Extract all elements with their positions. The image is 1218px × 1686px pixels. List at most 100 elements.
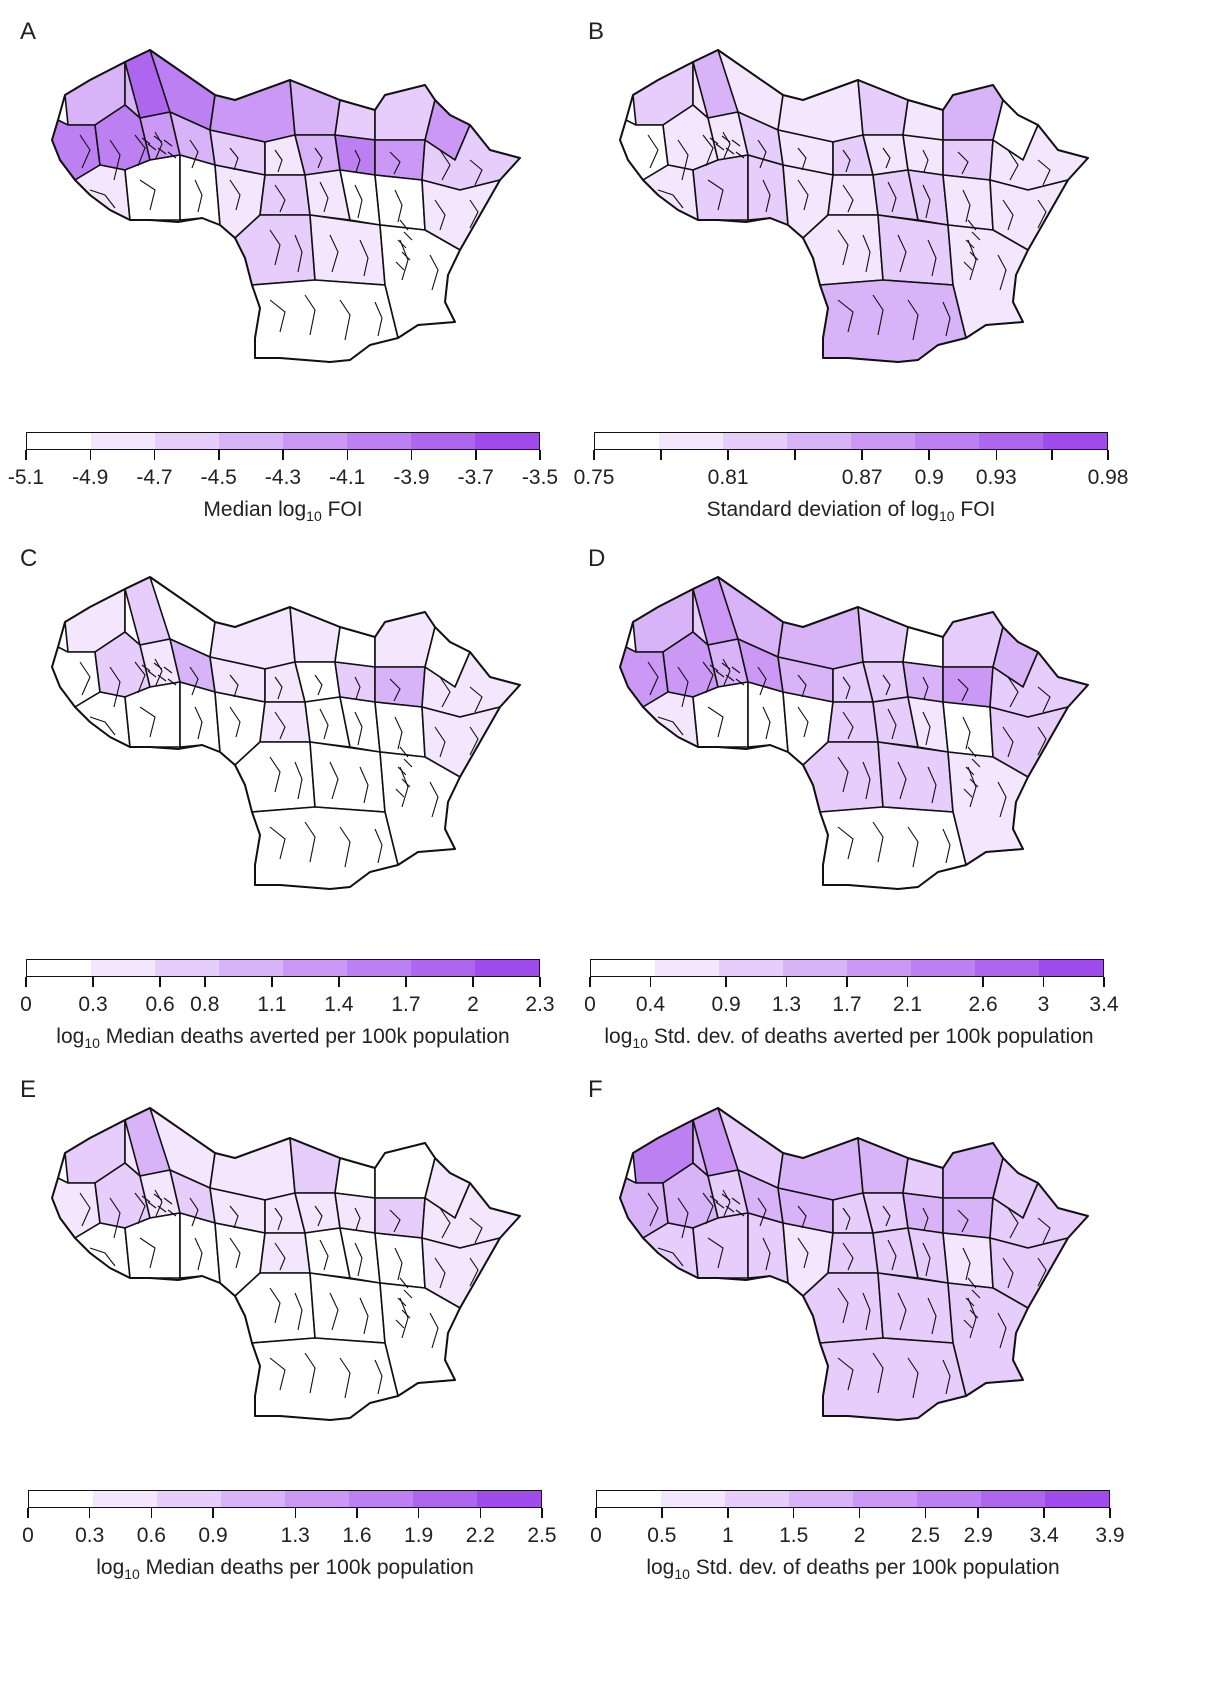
legend-tick-label: 2 (853, 1524, 866, 1547)
subdivision-border (1037, 726, 1047, 756)
subdivision-border (731, 1197, 741, 1205)
choropleth-map (619, 49, 1089, 363)
panel-d: D 0 0.4 0.9 1.3 1.7 2.1 2.6 3 3.4 log10 Std. dev… (568, 527, 1168, 1087)
subdivision-border (962, 1247, 971, 1281)
subdivision-border (647, 1192, 659, 1227)
map-region (334, 134, 376, 176)
subdivision-border (395, 1319, 405, 1329)
map-region (251, 806, 399, 890)
subdivision-border (862, 234, 871, 273)
subdivision-border (997, 1312, 1007, 1349)
map-region (259, 1232, 311, 1274)
legend-tick-label: -3.9 (393, 466, 430, 489)
subdivision-border (725, 1205, 735, 1213)
subdivision-border (837, 756, 849, 793)
legend-swatch (783, 960, 847, 976)
legend-tick (212, 1508, 214, 1518)
subdivision-border (399, 766, 409, 808)
map-region (259, 701, 311, 743)
legend-tick-label: 1.4 (324, 993, 354, 1016)
legend-title: log10 Std. dev. of deaths averted per 10… (574, 1025, 1124, 1051)
legend-swatch (157, 1491, 221, 1507)
subdivision-border (963, 261, 973, 271)
panel-c: C 0 0.3 0.6 0.8 1.1 1.4 1.7 2 2.3 log10 Median d… (0, 527, 600, 1087)
choropleth-map (619, 576, 1089, 890)
legend-tick-labels: 0.75 0.81 0.87 0.9 0.93 0.98 (574, 466, 1129, 492)
subdivision-border (229, 1237, 241, 1269)
subdivision-border (304, 821, 316, 863)
legend-title-subscript: 10 (674, 1566, 690, 1583)
subdivision-border (797, 179, 809, 211)
subdivision-border (274, 711, 286, 740)
subdivision-border (403, 1289, 413, 1299)
legend-swatch (853, 1491, 917, 1507)
subdivision-border (971, 758, 981, 768)
subdivision-border (709, 664, 719, 672)
legend-swatch (219, 433, 283, 449)
subdivision-border (842, 149, 851, 173)
subdivision-border (167, 1209, 177, 1217)
subdivision-border (762, 1237, 771, 1271)
subdivision-border (957, 678, 969, 702)
subdivision-border (962, 189, 971, 223)
map-region (251, 279, 399, 363)
legend-tick-label: 1.7 (391, 993, 421, 1016)
subdivision-border (274, 1207, 283, 1231)
legend-swatch (975, 960, 1039, 976)
map-region (374, 1142, 436, 1199)
legend-tick (660, 450, 662, 460)
legend-tick-label: 2.2 (465, 1524, 495, 1547)
subdivision-border (157, 1205, 167, 1213)
legend-tick-label: -4.3 (264, 466, 302, 489)
subdivision-border (359, 766, 369, 804)
legend-title-pre: log (56, 1025, 85, 1048)
map-region (374, 174, 426, 231)
subdivision-border (229, 147, 239, 171)
legend-swatch (285, 1491, 349, 1507)
legend-tick (25, 977, 27, 987)
subdivision-border (872, 294, 884, 336)
legend-tick (846, 977, 848, 987)
choropleth-map (51, 1107, 521, 1421)
legend-color-bar (28, 1490, 542, 1508)
coastline (51, 49, 521, 363)
subdivision-border (329, 234, 339, 273)
legend-tick-label: 0 (590, 1524, 602, 1547)
subdivision-border (269, 756, 281, 793)
subdivision-border (971, 231, 981, 241)
legend-tick (153, 450, 156, 460)
legend-tick-labels: 0 0.3 0.6 0.9 1.3 1.6 1.9 2.2 2.5 (22, 1524, 556, 1550)
subdivision-border (922, 711, 931, 746)
legend-tick (89, 450, 91, 460)
legend-swatch (1039, 960, 1103, 976)
legend-tick-label: 2 (467, 993, 479, 1016)
legend-tick-label: 0.98 (1087, 466, 1129, 489)
subdivision-border (394, 1247, 403, 1281)
choropleth-map (51, 49, 521, 363)
legend-title-post: Std. dev. of deaths per 100k population (689, 1556, 1060, 1579)
subdivision-border (134, 134, 146, 167)
subdivision-border (269, 1357, 286, 1391)
subdivision-border (194, 179, 203, 213)
subdivision-border (967, 1297, 977, 1339)
legend-title-subscript: 10 (632, 1035, 648, 1052)
legend-title-post: FOI (954, 498, 996, 521)
legend-tick (204, 977, 206, 987)
subdivision-border (141, 137, 151, 145)
subdivision-border (429, 1312, 439, 1349)
legend-tick-label: 1.5 (779, 1524, 809, 1547)
subdivision-border (837, 1357, 854, 1391)
subdivision-border (469, 686, 483, 713)
subdivision-border (957, 151, 969, 175)
coastline (619, 1107, 1089, 1421)
subdivision-border (399, 1277, 409, 1289)
legend-tick-label: 3.4 (1029, 1524, 1059, 1547)
legend-title: log10 Median deaths averted per 100k pop… (26, 1025, 540, 1051)
subdivision-border (394, 189, 403, 223)
legend-swatch (787, 433, 851, 449)
subdivision-border (294, 234, 303, 273)
legend-tick (218, 450, 220, 460)
map-region (902, 626, 944, 668)
legend-tick-label: 0 (22, 1524, 34, 1547)
legend-tick-label: -3.5 (521, 466, 559, 489)
